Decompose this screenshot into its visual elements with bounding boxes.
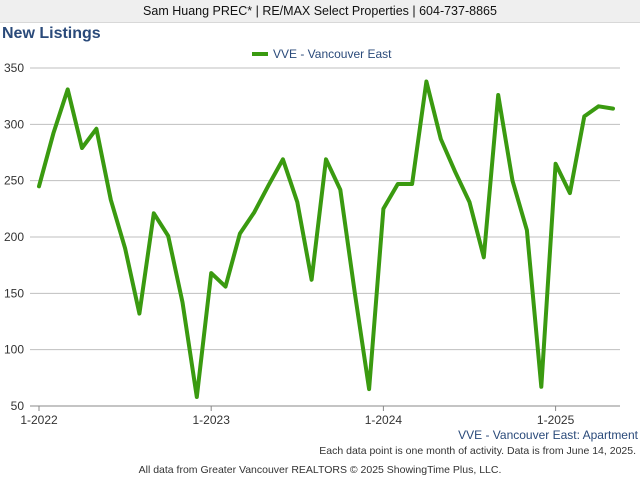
y-tick-label: 200: [4, 230, 24, 244]
legend-label: VVE - Vancouver East: [273, 47, 392, 61]
series-line: [37, 79, 615, 399]
x-tick-label: 1-2025: [537, 413, 575, 427]
agent-banner: Sam Huang PREC* | RE/MAX Select Properti…: [0, 0, 640, 23]
data-note: Each data point is one month of activity…: [319, 445, 636, 457]
x-tick-label: 1-2024: [365, 413, 403, 427]
y-tick-label: 100: [4, 343, 24, 357]
page-title: New Listings: [2, 25, 101, 42]
series-caption: VVE - Vancouver East: Apartment: [458, 428, 639, 442]
y-tick-label: 150: [4, 286, 24, 300]
x-tick-label: 1-2023: [193, 413, 231, 427]
y-tick-label: 350: [4, 61, 24, 75]
y-tick-label: 250: [4, 174, 24, 188]
x-tick-label: 1-2022: [20, 413, 58, 427]
y-tick-label: 50: [11, 399, 25, 413]
data-source: All data from Greater Vancouver REALTORS…: [138, 464, 502, 476]
y-tick-label: 300: [4, 117, 24, 131]
